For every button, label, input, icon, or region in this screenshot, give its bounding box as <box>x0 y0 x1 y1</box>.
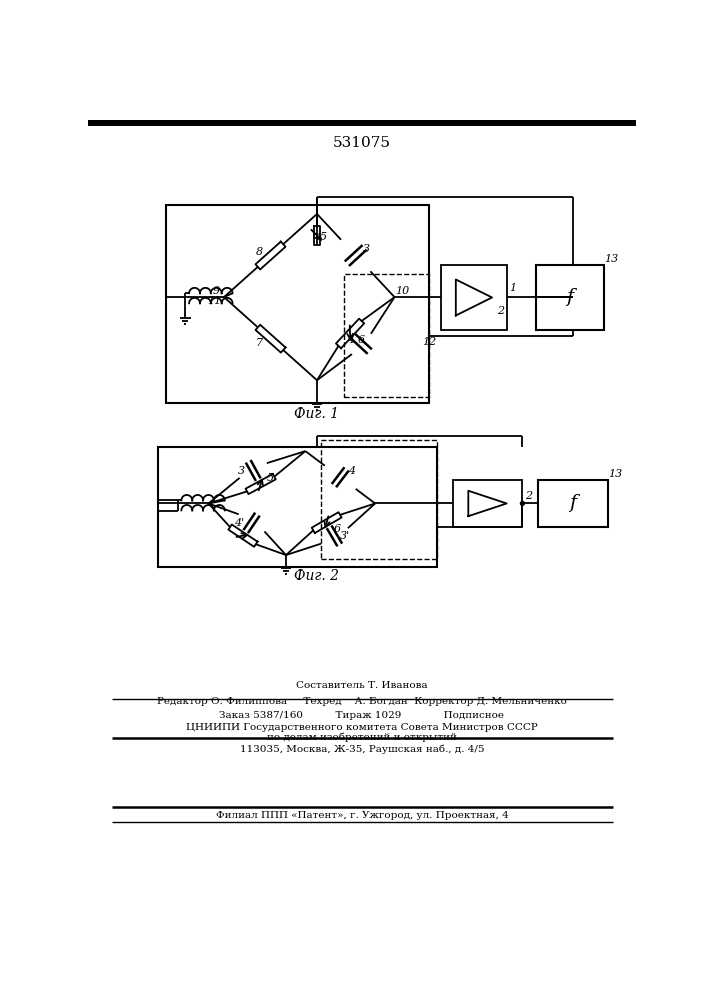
Text: 13: 13 <box>604 254 619 264</box>
Bar <box>344 274 429 397</box>
Text: 3: 3 <box>363 244 370 254</box>
Text: 10: 10 <box>395 286 409 296</box>
Text: 2: 2 <box>497 306 504 316</box>
Text: 4: 4 <box>347 335 354 345</box>
Text: Редактор О. Филиппова     Техред    А. Богдан  Корректор Д. Мельниченко: Редактор О. Филиппова Техред А. Богдан К… <box>157 697 567 706</box>
Text: Фиг. 2: Фиг. 2 <box>295 569 339 583</box>
Text: 1: 1 <box>510 283 517 293</box>
Text: f: f <box>566 288 573 306</box>
Text: 9: 9 <box>213 286 220 296</box>
Text: Заказ 5387/160          Тираж 1029             Подписное: Заказ 5387/160 Тираж 1029 Подписное <box>219 711 505 720</box>
Bar <box>166 205 429 403</box>
Text: 113035, Москва, Ж-35, Раушская наб., д. 4/5: 113035, Москва, Ж-35, Раушская наб., д. … <box>240 744 484 754</box>
Bar <box>538 480 607 527</box>
Text: 4': 4' <box>234 518 244 528</box>
Circle shape <box>571 296 575 299</box>
Text: по делам изобретений и открытий: по делам изобретений и открытий <box>267 733 457 742</box>
Text: 5: 5 <box>320 232 327 242</box>
Text: ЦНИИПИ Государственного комитета Совета Министров СССР: ЦНИИПИ Государственного комитета Совета … <box>186 723 538 732</box>
Bar <box>441 265 507 330</box>
Text: Составитель Т. Иванова: Составитель Т. Иванова <box>296 681 428 690</box>
Bar <box>158 447 437 567</box>
Text: Фиг. 1: Фиг. 1 <box>295 407 339 421</box>
Text: 11: 11 <box>207 296 221 306</box>
Text: 6: 6 <box>357 335 365 345</box>
Text: 7: 7 <box>256 338 263 348</box>
Text: 3: 3 <box>238 466 245 476</box>
Bar <box>535 265 604 330</box>
Text: 5: 5 <box>267 473 274 483</box>
Text: 12: 12 <box>422 337 436 347</box>
Text: Филиал ППП «Патент», г. Ужгород, ул. Проектная, 4: Филиал ППП «Патент», г. Ужгород, ул. Про… <box>216 811 508 820</box>
Bar <box>321 440 437 559</box>
Bar <box>452 480 522 527</box>
Text: 4: 4 <box>348 466 355 476</box>
Text: 3': 3' <box>340 531 351 541</box>
Circle shape <box>520 502 525 505</box>
Text: 531075: 531075 <box>333 136 391 150</box>
Text: f: f <box>569 494 576 512</box>
Text: 2: 2 <box>525 491 532 501</box>
Text: 13: 13 <box>608 469 622 479</box>
Text: 6: 6 <box>334 524 341 534</box>
Text: 8: 8 <box>256 247 263 257</box>
